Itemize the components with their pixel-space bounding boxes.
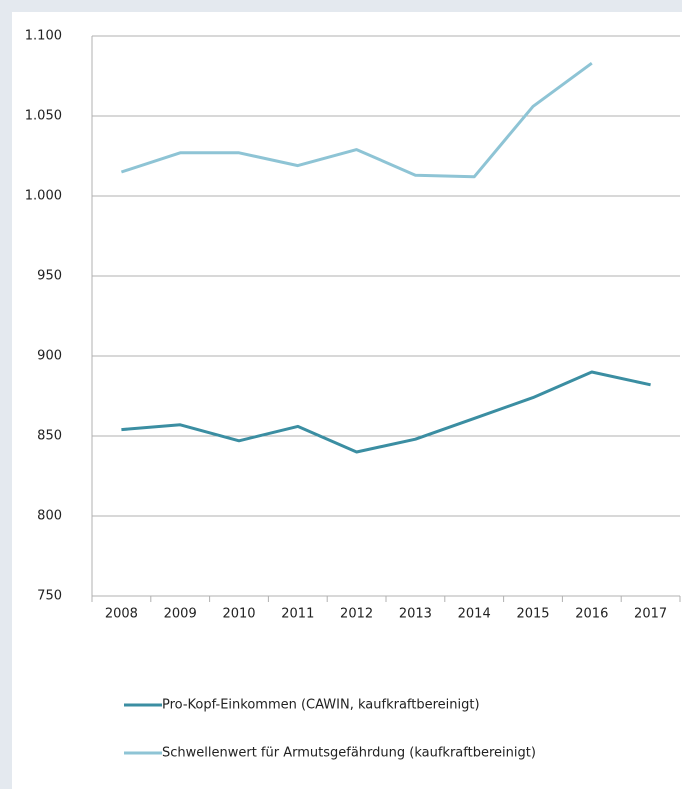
y-tick-label: 900 <box>37 349 62 364</box>
y-tick-label: 1.050 <box>25 109 62 124</box>
x-tick-label: 2012 <box>340 607 373 622</box>
legend-label: Schwellenwert für Armutsgefährdung (kauf… <box>162 746 536 761</box>
x-tick-label: 2017 <box>634 607 667 622</box>
y-tick-label: 1.100 <box>25 29 62 44</box>
x-tick-label: 2013 <box>399 607 432 622</box>
x-tick-label: 2010 <box>222 607 255 622</box>
series-line <box>121 370 651 454</box>
legend-label: Pro-Kopf-Einkommen (CAWIN, kaufkraftbere… <box>162 698 480 713</box>
series-line <box>120 61 593 179</box>
x-tick-label: 2009 <box>164 607 197 622</box>
x-tick-label: 2008 <box>105 607 138 622</box>
y-tick-label: 850 <box>37 429 62 444</box>
x-tick-label: 2015 <box>516 607 549 622</box>
y-tick-label: 950 <box>37 269 62 284</box>
y-tick-label: 800 <box>37 509 62 524</box>
x-tick-label: 2014 <box>458 607 491 622</box>
panel <box>12 12 682 789</box>
y-tick-label: 750 <box>37 589 62 604</box>
x-tick-label: 2016 <box>575 607 608 622</box>
x-tick-label: 2011 <box>281 607 314 622</box>
y-tick-label: 1.000 <box>25 189 62 204</box>
